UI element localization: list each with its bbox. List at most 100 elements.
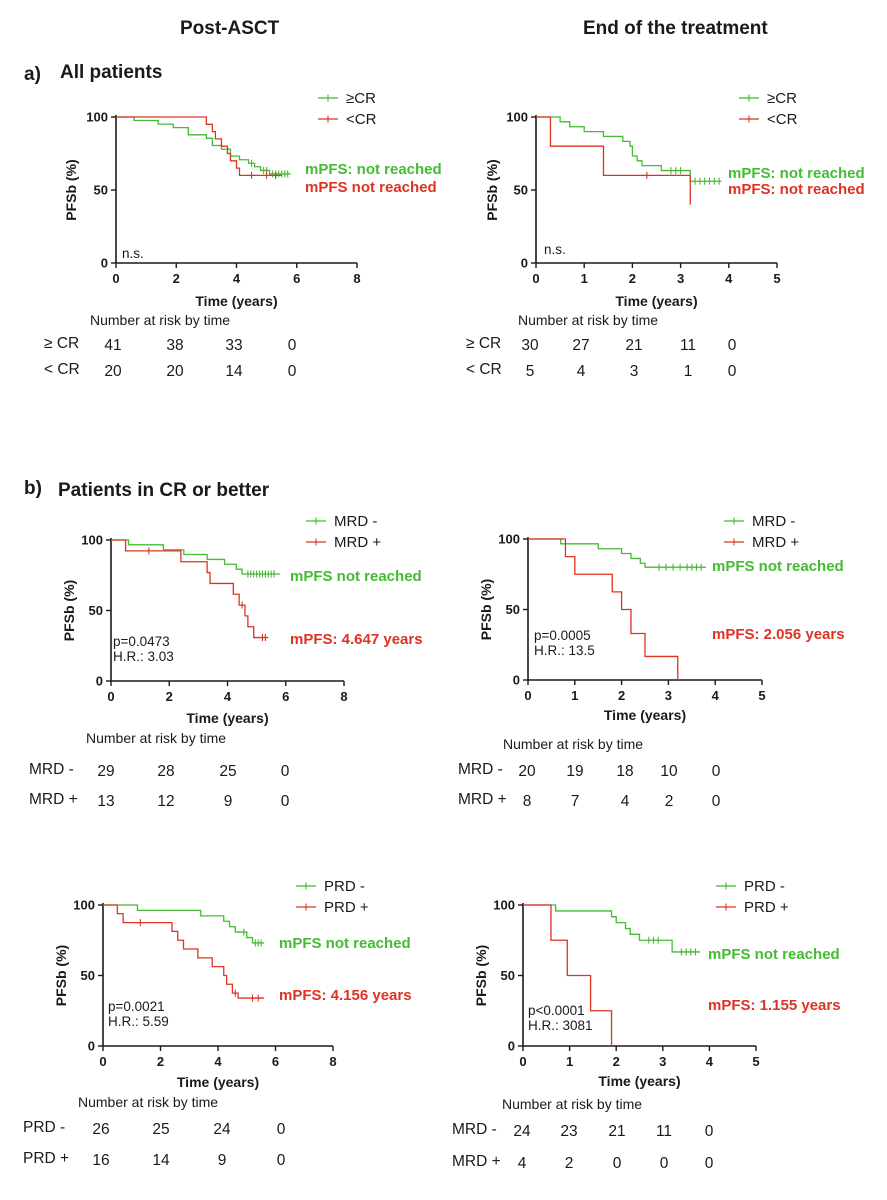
y-tick-label: 100: [73, 898, 95, 913]
legend-label: PRD +: [324, 899, 369, 916]
risk-value: 24: [513, 1123, 531, 1140]
risk-value: 7: [570, 793, 580, 810]
stat-label: H.R.: 3.03: [113, 649, 174, 664]
y-axis-label: PFSb (%): [61, 580, 77, 641]
risk-value: 2: [664, 793, 674, 810]
risk-value: 13: [97, 793, 115, 810]
stat-label: p=0.0021: [108, 999, 165, 1014]
y-tick-label: 50: [81, 968, 95, 983]
y-tick-label: 50: [506, 602, 520, 617]
section-a-letter: a): [24, 64, 41, 85]
risk-row-label: MRD -: [452, 1121, 497, 1138]
risk-value: 9: [223, 793, 233, 810]
y-tick-label: 100: [81, 533, 103, 548]
risk-table-title: Number at risk by time: [78, 1094, 219, 1110]
mpfs-annotation: mPFS not reached: [279, 935, 411, 952]
x-tick-label: 2: [613, 1054, 620, 1069]
risk-value: 20: [166, 363, 184, 380]
risk-value: 12: [157, 793, 175, 810]
km-curve: [103, 904, 264, 999]
legend-label: MRD +: [334, 534, 381, 551]
x-tick-label: 4: [712, 688, 720, 703]
risk-value: 20: [104, 363, 122, 380]
risk-value: 14: [152, 1152, 170, 1169]
risk-row-label: PRD -: [23, 1119, 66, 1136]
x-tick-label: 2: [157, 1054, 164, 1069]
column-title-post-asct: Post-ASCT: [180, 18, 280, 39]
risk-row-label: < CR: [466, 361, 502, 378]
x-tick-label: 8: [353, 271, 360, 286]
y-tick-label: 100: [498, 532, 520, 547]
section-b-letter: b): [24, 478, 42, 499]
risk-row-label: MRD +: [452, 1153, 501, 1170]
mpfs-annotation: mPFS: 1.155 years: [708, 997, 841, 1014]
y-tick-label: 50: [89, 603, 103, 618]
risk-value: 0: [704, 1155, 714, 1172]
x-tick-label: 3: [665, 688, 672, 703]
risk-value: 0: [727, 363, 737, 380]
risk-value: 5: [525, 363, 535, 380]
legend-label: ≥CR: [346, 90, 376, 107]
risk-value: 0: [276, 1121, 286, 1138]
x-tick-label: 2: [629, 271, 636, 286]
risk-value: 0: [711, 793, 721, 810]
km-curve: [111, 539, 280, 575]
risk-row-label: ≥ CR: [44, 335, 80, 352]
mpfs-annotation: mPFS: not reached: [728, 181, 865, 198]
mpfs-annotation: mPFS: 4.156 years: [279, 987, 412, 1004]
mpfs-annotation: mPFS not reached: [305, 179, 437, 196]
risk-value: 9: [217, 1152, 227, 1169]
risk-value: 0: [612, 1155, 622, 1172]
legend-label: <CR: [767, 111, 798, 128]
section-b-title: Patients in CR or better: [58, 480, 270, 501]
x-tick-label: 3: [677, 271, 684, 286]
x-tick-label: 4: [214, 1054, 222, 1069]
risk-value: 0: [280, 793, 290, 810]
risk-value: 25: [219, 763, 237, 780]
x-tick-label: 8: [340, 689, 347, 704]
y-tick-label: 0: [101, 256, 108, 271]
mpfs-annotation: mPFS: 2.056 years: [712, 626, 845, 643]
risk-value: 1: [683, 363, 693, 380]
risk-value: 2: [564, 1155, 574, 1172]
stat-label: p=0.0473: [113, 634, 170, 649]
x-tick-label: 0: [99, 1054, 106, 1069]
stat-label: n.s.: [544, 242, 566, 257]
risk-value: 0: [287, 363, 297, 380]
stat-label: H.R.: 13.5: [534, 643, 595, 658]
legend-label: PRD -: [744, 878, 785, 895]
x-tick-label: 4: [224, 689, 232, 704]
risk-value: 41: [104, 337, 122, 354]
x-tick-label: 5: [773, 271, 780, 286]
column-title-end-of-treatment: End of the treatment: [583, 18, 768, 39]
stat-label: H.R.: 5.59: [108, 1014, 169, 1029]
y-tick-label: 0: [508, 1039, 515, 1054]
stat-label: H.R.: 3081: [528, 1018, 593, 1033]
legend-label: ≥CR: [767, 90, 797, 107]
risk-value: 20: [518, 763, 536, 780]
risk-row-label: ≥ CR: [466, 335, 502, 352]
risk-value: 0: [704, 1123, 714, 1140]
risk-value: 4: [517, 1155, 527, 1172]
x-tick-label: 6: [282, 689, 289, 704]
risk-value: 4: [576, 363, 586, 380]
km-curve: [523, 904, 701, 953]
risk-value: 33: [225, 337, 243, 354]
km-curve: [528, 538, 679, 680]
risk-value: 0: [280, 763, 290, 780]
x-tick-label: 1: [566, 1054, 573, 1069]
y-axis-label: PFSb (%): [473, 945, 489, 1006]
stat-label: p<0.0001: [528, 1003, 585, 1018]
km-curve: [116, 116, 291, 175]
y-tick-label: 0: [96, 674, 103, 689]
km-curve: [103, 904, 264, 944]
x-tick-label: 6: [272, 1054, 279, 1069]
risk-row-label: MRD +: [458, 791, 507, 808]
risk-value: 23: [560, 1123, 578, 1140]
risk-value: 0: [287, 337, 297, 354]
risk-value: 11: [655, 1123, 673, 1140]
risk-table-title: Number at risk by time: [90, 312, 231, 328]
risk-value: 26: [92, 1121, 110, 1138]
risk-value: 25: [152, 1121, 170, 1138]
